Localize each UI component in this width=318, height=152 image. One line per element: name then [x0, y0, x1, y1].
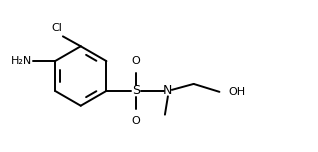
Text: S: S — [132, 84, 140, 97]
Text: Cl: Cl — [52, 23, 62, 33]
Text: O: O — [132, 56, 141, 66]
Text: H₂N: H₂N — [11, 56, 32, 66]
Text: N: N — [163, 84, 173, 97]
Text: O: O — [132, 116, 141, 126]
Text: OH: OH — [228, 87, 245, 97]
